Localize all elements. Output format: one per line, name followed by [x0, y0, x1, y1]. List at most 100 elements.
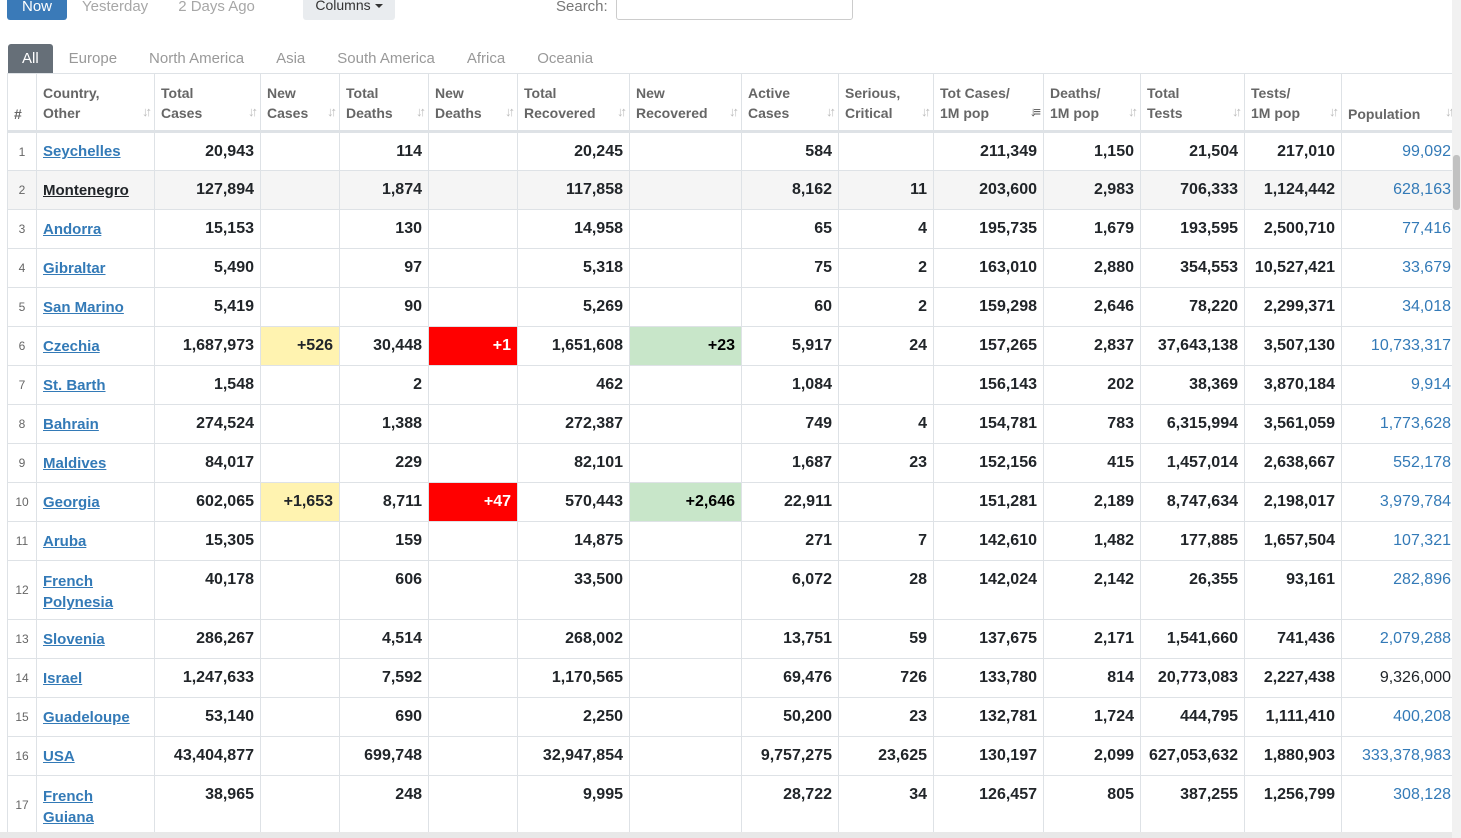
tab-2-days-ago[interactable]: 2 Days Ago [178, 0, 255, 15]
total-recovered-cell: 82,101 [517, 443, 630, 483]
country-link[interactable]: French Guiana [43, 788, 94, 826]
country-link[interactable]: Seychelles [43, 143, 121, 160]
tests-per-million-cell: 2,198,017 [1244, 482, 1342, 522]
total-deaths-cell: 30,448 [339, 326, 429, 366]
deaths-per-million-cell: 2,837 [1043, 326, 1141, 366]
active-cases-cell: 50,200 [741, 697, 839, 737]
horizontal-scrollbar[interactable] [0, 832, 1452, 838]
country-cell: Czechia [36, 326, 155, 366]
total-tests-cell: 38,369 [1140, 365, 1245, 405]
population-cell[interactable]: 1,773,628 [1341, 404, 1458, 444]
country-link[interactable]: Georgia [43, 494, 100, 511]
tab-europe[interactable]: Europe [68, 50, 118, 67]
population-cell[interactable]: 552,178 [1341, 443, 1458, 483]
country-link[interactable]: Aruba [43, 533, 86, 550]
header-rank[interactable]: # [7, 73, 37, 133]
population-cell[interactable]: 400,208 [1341, 697, 1458, 737]
active-cases-cell: 75 [741, 248, 839, 288]
country-cell: Gibraltar [36, 248, 155, 288]
population-cell[interactable]: 282,896 [1341, 560, 1458, 620]
tab-south-america[interactable]: South America [337, 50, 435, 67]
population-cell[interactable]: 308,128 [1341, 775, 1458, 835]
population-cell[interactable]: 628,163 [1341, 170, 1458, 210]
serious-critical-cell: 11 [838, 170, 934, 210]
deaths-per-million-cell: 2,646 [1043, 287, 1141, 327]
header-country[interactable]: Country, Other ↓↑ [36, 73, 155, 133]
country-link[interactable]: Slovenia [43, 631, 105, 648]
country-link[interactable]: French Polynesia [43, 573, 113, 611]
header-line: New [435, 85, 464, 101]
caret-down-icon [374, 4, 383, 8]
tab-north-america[interactable]: North America [149, 50, 245, 67]
header-deaths-per-million[interactable]: Deaths/1M pop ↓↑ [1043, 73, 1141, 133]
new-recovered-cell [629, 131, 742, 171]
rank-cell: 8 [7, 404, 37, 444]
tab-asia[interactable]: Asia [276, 50, 306, 67]
header-tests-per-million[interactable]: Tests/1M pop ↓↑ [1244, 73, 1342, 133]
tab-oceania[interactable]: Oceania [537, 50, 594, 67]
header-new-deaths[interactable]: New Deaths ↓↑ [428, 73, 518, 133]
header-active-cases[interactable]: Active Cases ↓↑ [741, 73, 839, 133]
new-deaths-cell [428, 131, 518, 171]
total-tests-cell: 6,315,994 [1140, 404, 1245, 444]
population-cell[interactable]: 77,416 [1341, 209, 1458, 249]
country-link[interactable]: Andorra [43, 221, 101, 238]
sort-icon: ↓↑ [1445, 104, 1455, 119]
tests-per-million-cell: 1,880,903 [1244, 736, 1342, 776]
tab-africa[interactable]: Africa [466, 50, 506, 67]
population-cell[interactable]: 34,018 [1341, 287, 1458, 327]
population-cell[interactable]: 10,733,317 [1341, 326, 1458, 366]
header-cases-per-million[interactable]: Tot Cases/1M pop ↓≡ [933, 73, 1044, 133]
population-cell[interactable]: 3,979,784 [1341, 482, 1458, 522]
population-cell[interactable]: 33,679 [1341, 248, 1458, 288]
header-total-deaths[interactable]: Total Deaths ↓↑ [339, 73, 429, 133]
header-total-tests[interactable]: Total Tests ↓↑ [1140, 73, 1245, 133]
header-serious-critical[interactable]: Serious, Critical ↓↑ [838, 73, 934, 133]
country-link[interactable]: Israel [43, 670, 82, 687]
country-link[interactable]: Czechia [43, 338, 100, 355]
population-cell[interactable]: 9,914 [1341, 365, 1458, 405]
table-row: 17 French Guiana 38,965 248 9,995 28,722 34 126,… [7, 775, 1458, 835]
country-link[interactable]: Maldives [43, 455, 106, 472]
country-link[interactable]: Gibraltar [43, 260, 106, 277]
header-population[interactable]: Population ↓↑ [1341, 73, 1458, 133]
country-link[interactable]: Bahrain [43, 416, 99, 433]
tab-yesterday[interactable]: Yesterday [82, 0, 149, 15]
header-new-cases[interactable]: New Cases ↓↑ [260, 73, 340, 133]
deaths-per-million-cell: 415 [1043, 443, 1141, 483]
population-cell[interactable]: 107,321 [1341, 521, 1458, 561]
sort-icon: ↓↑ [826, 104, 836, 119]
search-input[interactable] [616, 0, 853, 20]
header-line: 1M pop [1251, 105, 1300, 121]
sort-icon: ↓↑ [1329, 104, 1339, 119]
header-total-cases[interactable]: Total Cases ↓↑ [154, 73, 261, 133]
country-name-line: Israel [43, 669, 83, 687]
table-row: 8 Bahrain 274,524 1,388 272,387 749 4 154,781 78… [7, 404, 1458, 444]
total-deaths-cell: 606 [339, 560, 429, 620]
cases-per-million-cell: 152,156 [933, 443, 1044, 483]
cases-per-million-cell: 142,610 [933, 521, 1044, 561]
total-recovered-cell: 1,651,608 [517, 326, 630, 366]
scrollbar-thumb[interactable] [1453, 155, 1460, 210]
country-link[interactable]: Guadeloupe [43, 709, 130, 726]
country-link[interactable]: USA [43, 748, 75, 765]
active-cases-cell: 5,917 [741, 326, 839, 366]
active-cases-cell: 60 [741, 287, 839, 327]
columns-button[interactable]: Columns [303, 0, 395, 20]
active-cases-cell: 1,084 [741, 365, 839, 405]
population-cell[interactable]: 99,092 [1341, 131, 1458, 171]
country-link[interactable]: Montenegro [43, 182, 129, 199]
country-link[interactable]: San Marino [43, 299, 124, 316]
population-cell[interactable]: 2,079,288 [1341, 619, 1458, 659]
deaths-per-million-cell: 202 [1043, 365, 1141, 405]
deaths-per-million-cell: 1,150 [1043, 131, 1141, 171]
country-link[interactable]: St. Barth [43, 377, 106, 394]
tab-now[interactable]: Now [7, 0, 68, 20]
tab-all[interactable]: All [8, 44, 53, 73]
header-total-recovered[interactable]: Total Recovered ↓↑ [517, 73, 630, 133]
vertical-scrollbar[interactable] [1452, 0, 1461, 838]
header-new-recovered[interactable]: New Recovered ↓↑ [629, 73, 742, 133]
total-deaths-cell: 4,514 [339, 619, 429, 659]
population-cell[interactable]: 333,378,983 [1341, 736, 1458, 776]
new-recovered-cell [629, 560, 742, 620]
